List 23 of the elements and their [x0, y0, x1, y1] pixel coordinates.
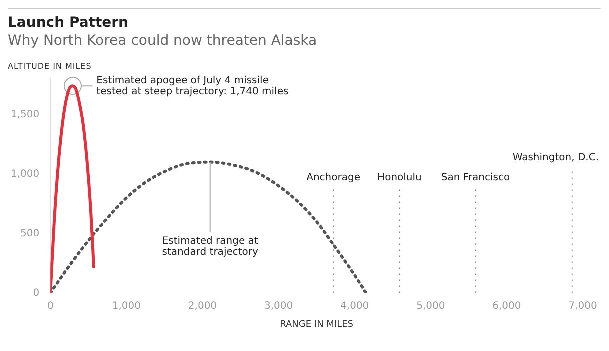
- annotation: Estimated apogee of July 4 missile tested at steep trajectory: 1,740 miles: [96, 76, 289, 98]
- x-tick-label: 6,000: [492, 300, 522, 312]
- chart-title: Launch Pattern: [8, 15, 130, 31]
- y-tick-label: 1,500: [10, 109, 40, 120]
- x-tick-label: 0: [47, 300, 54, 312]
- x-tick-label: 5,000: [416, 300, 446, 312]
- x-tick-label: 1,000: [112, 300, 141, 312]
- ref-line-label: Anchorage: [306, 172, 360, 184]
- y-tick-label: 1,000: [10, 168, 40, 180]
- chart-subtitle: Why North Korea could now threaten Alaska: [8, 33, 318, 49]
- ref-line-label: Washington, D.C.: [512, 152, 600, 164]
- x-tick-label: 4,000: [340, 300, 370, 312]
- x-tick-label: 7,000: [568, 300, 598, 312]
- y-tick-label: 500: [20, 228, 40, 240]
- x-tick-label: 2,000: [188, 300, 218, 312]
- annotation: Estimated range at standard trajectory: [162, 236, 259, 258]
- x-axis-title: RANGE IN MILES: [280, 320, 354, 330]
- ref-line-label: Honolulu: [378, 172, 422, 184]
- line-series: [50, 160, 368, 294]
- y-axis-title: ALTITUDE IN MILES: [8, 62, 92, 72]
- x-tick-label: 3,000: [264, 300, 294, 312]
- ref-line-label: San Francisco: [441, 172, 510, 184]
- y-tick-label: 0: [33, 288, 40, 299]
